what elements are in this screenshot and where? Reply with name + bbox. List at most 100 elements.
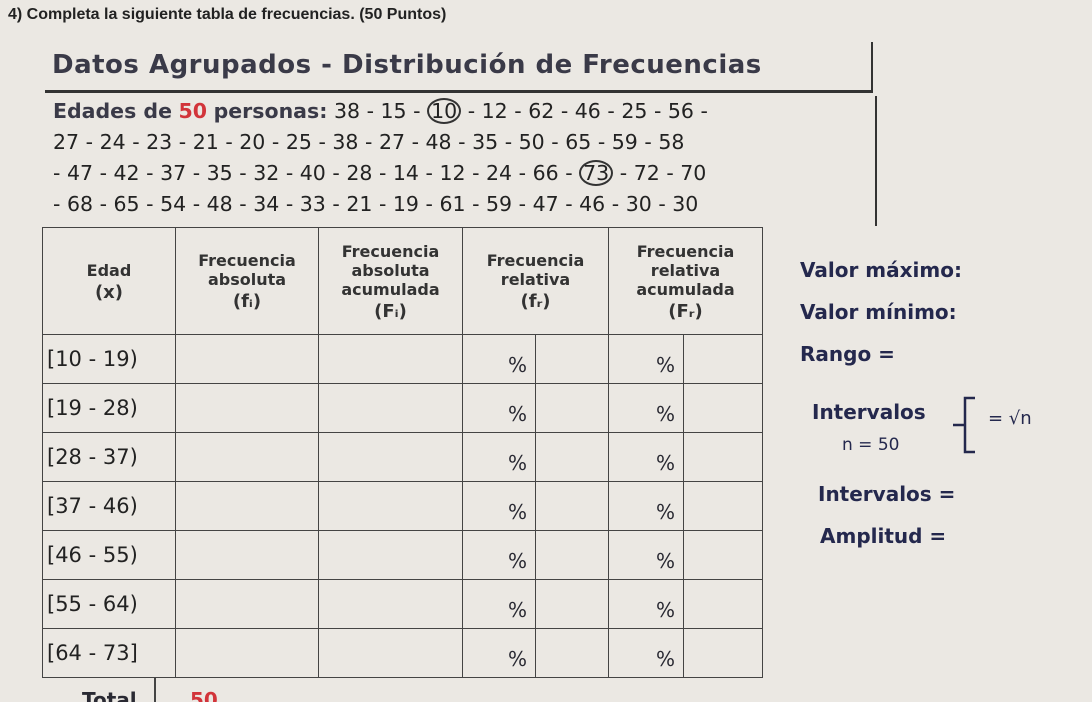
- cell-percent: %: [608, 383, 684, 433]
- age-circled: 10: [427, 98, 462, 124]
- cell: [683, 383, 763, 433]
- cell: [683, 530, 763, 580]
- separator: -: [332, 192, 340, 216]
- ages-line: 27 - 24 - 23 - 21 - 20 - 25 - 38 - 27 - …: [45, 127, 875, 158]
- separator: -: [413, 99, 421, 123]
- cell: [175, 481, 319, 531]
- header-label: Edad: [86, 260, 132, 280]
- separator: -: [239, 192, 247, 216]
- separator: -: [653, 99, 662, 123]
- age: 65: [113, 192, 140, 216]
- separator: -: [597, 130, 606, 154]
- separator: -: [518, 192, 527, 216]
- cell-percent: %: [608, 481, 684, 531]
- separator: -: [666, 161, 674, 185]
- separator: -: [411, 130, 419, 154]
- separator: -: [619, 161, 628, 185]
- separator: -: [99, 161, 107, 185]
- brace: [953, 396, 975, 454]
- age: 30: [672, 192, 699, 216]
- interval: [19 - 28): [42, 383, 176, 433]
- title: Datos Agrupados - Distribución de Frecue…: [52, 50, 762, 80]
- divider: [154, 678, 156, 702]
- ages-line: Edades de 50 personas: 38 - 15 - 10 - 12…: [45, 96, 875, 127]
- table-row: [37 - 46)%%: [42, 481, 763, 531]
- separator: -: [285, 161, 294, 185]
- cell: [175, 334, 319, 384]
- age: 59: [486, 192, 513, 216]
- separator: -: [192, 192, 201, 216]
- age: 12: [481, 99, 508, 123]
- separator: -: [178, 130, 187, 154]
- age: 21: [346, 192, 373, 216]
- header-label: Frecuencia relativa acumulada: [636, 241, 735, 299]
- table-row: [28 - 37)%%: [42, 432, 763, 482]
- cell-percent: %: [608, 334, 684, 384]
- age: 59: [611, 130, 638, 154]
- age: 61: [439, 192, 466, 216]
- table-row: [10 - 19)%%: [42, 334, 763, 384]
- cell-percent: %: [462, 432, 536, 482]
- age: 46: [574, 99, 601, 123]
- cell: [318, 432, 463, 482]
- separator: -: [458, 130, 466, 154]
- separator: -: [146, 192, 154, 216]
- age: 48: [425, 130, 452, 154]
- intervals-result: Intervalos =: [818, 482, 956, 506]
- age: 38: [332, 130, 359, 154]
- separator: -: [99, 192, 107, 216]
- age: 65: [565, 130, 592, 154]
- separator: -: [271, 130, 280, 154]
- cell: [318, 628, 463, 678]
- cell-percent: %: [462, 530, 536, 580]
- separator: -: [551, 130, 559, 154]
- age: 32: [253, 161, 280, 185]
- age: 27: [378, 130, 406, 154]
- cell: [535, 481, 609, 531]
- interval: [28 - 37): [42, 432, 176, 482]
- age: 19: [392, 192, 419, 216]
- separator: -: [700, 99, 708, 123]
- age: 47: [532, 192, 559, 216]
- interval: [37 - 46): [42, 481, 176, 531]
- separator: -: [285, 192, 294, 216]
- cell-percent: %: [608, 530, 684, 580]
- cell: [175, 579, 319, 629]
- age: 68: [66, 192, 94, 216]
- cell: [318, 579, 463, 629]
- separator: -: [504, 130, 513, 154]
- cell: [535, 334, 609, 384]
- separator: -: [378, 161, 387, 185]
- separator: -: [192, 161, 201, 185]
- cell: [318, 481, 463, 531]
- table-row: [46 - 55)%%: [42, 530, 763, 580]
- separator: -: [467, 99, 476, 123]
- header-cell: Frecuencia absoluta acumulada (Fᵢ): [318, 227, 463, 335]
- age: 21: [192, 130, 219, 154]
- cell-percent: %: [462, 383, 536, 433]
- age: 20: [239, 130, 266, 154]
- separator: -: [658, 192, 666, 216]
- header-cell: Frecuencia absoluta (fᵢ): [175, 227, 319, 335]
- interval: [10 - 19): [42, 334, 176, 384]
- age: 15: [380, 99, 407, 123]
- separator: -: [85, 130, 94, 154]
- header-symbol: (Fᵢ): [374, 300, 407, 322]
- age: 47: [66, 161, 94, 185]
- cell: [683, 432, 763, 482]
- interval: [64 - 73]: [42, 628, 176, 678]
- age: 24: [486, 161, 513, 185]
- prompt-n: 50: [178, 99, 208, 123]
- header-label: Frecuencia relativa: [486, 251, 585, 289]
- age: 58: [658, 130, 685, 154]
- separator: -: [565, 161, 573, 185]
- age: 72: [633, 161, 660, 185]
- cell-percent: %: [608, 628, 684, 678]
- age-circled: 73: [579, 160, 614, 186]
- amplitude: Amplitud =: [820, 524, 947, 548]
- intervals-label: Intervalos: [812, 400, 926, 424]
- age: 54: [160, 192, 187, 216]
- age: 62: [528, 99, 555, 123]
- age: 23: [146, 130, 173, 154]
